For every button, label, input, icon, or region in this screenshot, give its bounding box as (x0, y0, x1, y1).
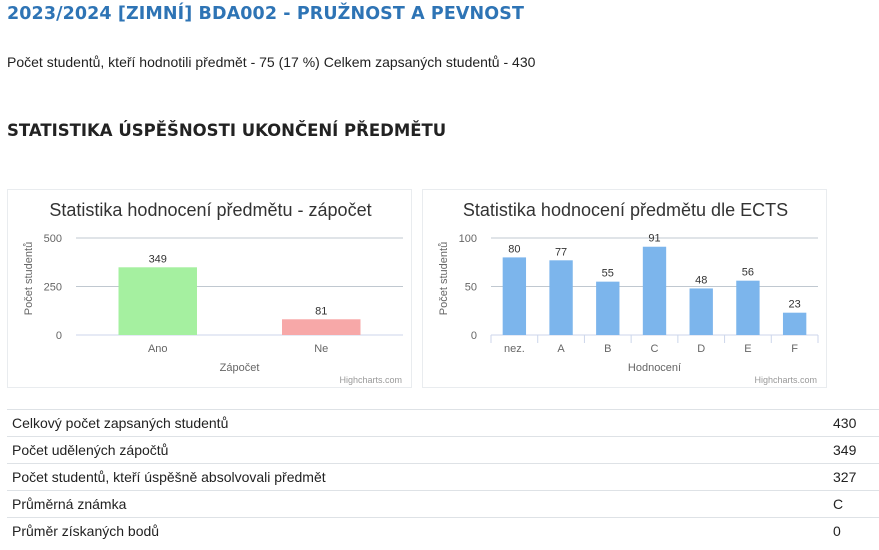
x-tick-label: C (651, 343, 659, 355)
table-row: Průměr získaných bodů 0 (7, 517, 879, 544)
bar-e (736, 280, 760, 335)
y-tick-label: 250 (44, 282, 62, 294)
stat-label: Počet studentů, kteří úspěšně absolvoval… (7, 463, 833, 491)
stat-value: 327 (833, 463, 879, 491)
table-row: Počet studentů, kteří úspěšně absolvoval… (7, 463, 879, 491)
bar-ano (118, 267, 197, 335)
y-tick-label: 0 (56, 330, 62, 342)
chart-title: Statistika hodnocení předmětu - zápočet (49, 200, 371, 220)
y-tick-label: 50 (465, 282, 477, 294)
x-axis-title: Hodnocení (628, 362, 681, 374)
data-label: 349 (149, 253, 167, 265)
bar-a (549, 260, 573, 335)
x-tick-label: D (697, 343, 705, 355)
data-label: 80 (508, 243, 520, 255)
y-tick-label: 100 (459, 233, 477, 245)
chart-credits: Highcharts.com (339, 375, 402, 385)
data-label: 23 (789, 299, 801, 311)
bar-c (642, 246, 667, 335)
stats-table: Celkový počet zapsaných studentů 430 Poč… (7, 409, 879, 544)
credit-bar-chart: Statistika hodnocení předmětu - zápočet 0… (23, 200, 403, 385)
y-tick-label: 500 (44, 233, 62, 245)
chart-title: Statistika hodnocení předmětu dle ECTS (463, 200, 788, 220)
chart-panel-ects: Statistika hodnocení předmětu dle ECTS 0 5… (422, 189, 827, 388)
stat-value: 430 (833, 409, 879, 437)
data-label: 48 (695, 274, 707, 286)
stat-label: Počet udělených zápočtů (7, 436, 833, 464)
bar-f (782, 312, 807, 335)
evaluation-summary: Počet studentů, kteří hodnotili předmět … (7, 54, 536, 70)
bar-d (689, 288, 713, 335)
data-label: 77 (555, 246, 567, 258)
x-tick-label: E (744, 343, 751, 355)
chart-credits: Highcharts.com (754, 375, 817, 385)
data-label: 91 (648, 233, 660, 245)
stat-label: Průměr získaných bodů (7, 517, 833, 544)
y-axis-title: Počet studentů (23, 242, 35, 315)
bar-ne (282, 319, 361, 335)
y-axis-title: Počet studentů (438, 242, 450, 315)
x-tick-label: nez. (504, 343, 525, 355)
bar-b (596, 281, 620, 335)
stat-value: 0 (833, 517, 879, 544)
x-tick-label: Ne (314, 343, 328, 355)
x-axis-title: Zápočet (220, 362, 260, 374)
data-label: 81 (315, 305, 327, 317)
x-tick-label: A (557, 343, 565, 355)
section-title: STATISTIKA ÚSPĚŠNOSTI UKONČENÍ PŘEDMĚTU (7, 121, 447, 140)
table-row: Celkový počet zapsaných studentů 430 (7, 409, 879, 437)
data-label: 56 (742, 267, 754, 279)
data-label: 55 (602, 268, 614, 280)
stat-value: C (833, 490, 879, 518)
x-tick-label: Ano (148, 343, 168, 355)
x-tick-label: B (604, 343, 611, 355)
stat-value: 349 (833, 436, 879, 464)
stat-label: Průměrná známka (7, 490, 833, 518)
course-title: 2023/2024 [ZIMNÍ] BDA002 - PRUŽNOST A PE… (7, 4, 525, 24)
bar-nez (502, 257, 527, 335)
stat-label: Celkový počet zapsaných studentů (7, 409, 833, 437)
x-tick-label: F (791, 343, 798, 355)
ects-bar-chart: Statistika hodnocení předmětu dle ECTS 0 5… (438, 200, 819, 385)
table-row: Počet udělených zápočtů 349 (7, 436, 879, 464)
table-row: Průměrná známka C (7, 490, 879, 518)
chart-panel-credit: Statistika hodnocení předmětu - zápočet 0… (7, 189, 412, 388)
y-tick-label: 0 (471, 330, 477, 342)
